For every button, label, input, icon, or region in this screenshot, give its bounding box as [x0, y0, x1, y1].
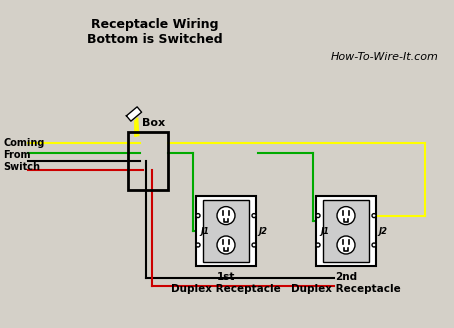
Circle shape: [252, 214, 256, 217]
Circle shape: [316, 243, 320, 247]
Circle shape: [196, 243, 200, 247]
Circle shape: [372, 243, 376, 247]
Bar: [323, 200, 369, 262]
Circle shape: [316, 214, 320, 217]
Text: Coming
From
Switch: Coming From Switch: [3, 138, 44, 173]
Circle shape: [217, 236, 235, 254]
Circle shape: [337, 236, 355, 254]
Polygon shape: [126, 107, 142, 121]
Text: 2nd
Duplex Receptacle: 2nd Duplex Receptacle: [291, 272, 401, 294]
Circle shape: [372, 214, 376, 217]
Text: 1st
Duplex Receptacle: 1st Duplex Receptacle: [171, 272, 281, 294]
Circle shape: [217, 207, 235, 225]
Bar: [316, 196, 376, 266]
Circle shape: [196, 214, 200, 217]
Text: J2: J2: [378, 227, 387, 236]
Text: How-To-Wire-It.com: How-To-Wire-It.com: [331, 52, 439, 62]
Bar: [128, 132, 168, 190]
Text: J2: J2: [258, 227, 267, 236]
Text: Box: Box: [143, 118, 166, 128]
Text: Receptacle Wiring
Bottom is Switched: Receptacle Wiring Bottom is Switched: [87, 18, 223, 46]
Circle shape: [252, 243, 256, 247]
Text: J1: J1: [200, 227, 209, 236]
Circle shape: [337, 207, 355, 225]
Bar: [196, 196, 256, 266]
Bar: [203, 200, 249, 262]
Text: J1: J1: [320, 227, 329, 236]
